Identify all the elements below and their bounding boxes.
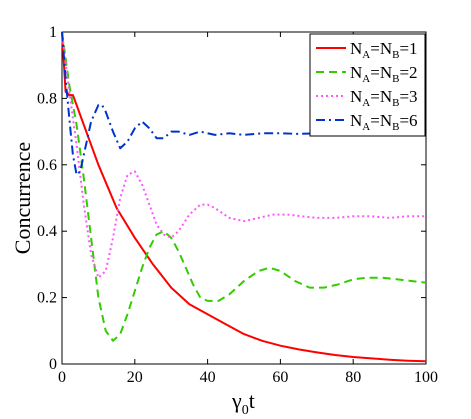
legend-label: NA=NB=3 <box>350 87 418 109</box>
series-line-2 <box>61 31 427 342</box>
legend-label: NA=NB=6 <box>350 111 418 133</box>
x-axis-label: γ0t <box>231 388 255 418</box>
legend-label: NA=NB=2 <box>350 63 418 85</box>
series-layer <box>61 31 427 363</box>
x-tick-label: 0 <box>58 369 66 386</box>
x-tick-label: 60 <box>272 369 288 386</box>
plot-frame <box>61 31 427 365</box>
x-tick-label: 40 <box>200 369 216 386</box>
y-tick-label: 1 <box>49 24 57 41</box>
y-tick-label: 0 <box>49 356 57 373</box>
ticks: 0 20 40 60 80 100 0 0.2 0.4 0.6 0.8 1 <box>37 24 438 386</box>
legend: NA=NB=1NA=NB=2NA=NB=3NA=NB=6 <box>309 33 426 137</box>
x-tick-label: 80 <box>345 369 361 386</box>
x-tick-label: 20 <box>127 369 143 386</box>
y-axis-label: Concurrence <box>10 142 35 254</box>
y-tick-label: 0.8 <box>37 90 57 107</box>
x-axis-label-sub: 0 <box>242 403 249 418</box>
y-tick-label: 0.4 <box>37 223 57 240</box>
y-tick-label: 0.6 <box>37 157 57 174</box>
x-axis-label-tail: t <box>249 388 255 413</box>
legend-label: NA=NB=1 <box>350 39 418 61</box>
series-line-4 <box>61 31 426 176</box>
x-axis-label-main: γ <box>231 388 242 413</box>
series-line-1 <box>61 31 427 363</box>
x-tick-label: 100 <box>414 369 438 386</box>
y-tick-label: 0.2 <box>37 290 57 307</box>
